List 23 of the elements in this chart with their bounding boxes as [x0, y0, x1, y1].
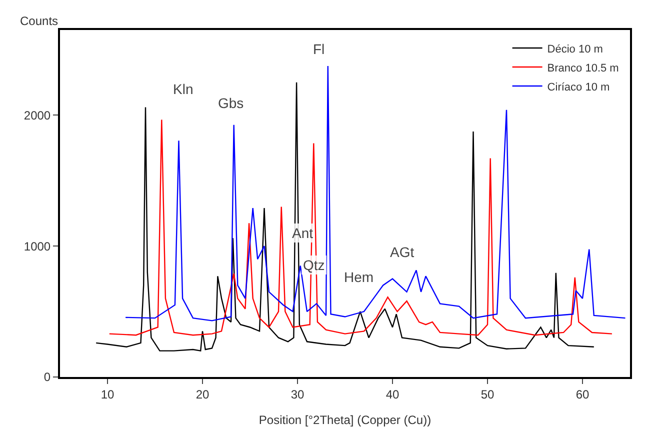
annotation: Gbs	[218, 95, 244, 111]
y-tick-label: 1000	[24, 239, 51, 254]
legend-label: Décio 10 m	[547, 43, 603, 56]
annotation: Fl	[313, 41, 325, 57]
y-tick-label: 2000	[24, 108, 51, 122]
y-tick-label: 0	[44, 370, 51, 384]
x-tick-label: 40	[386, 387, 400, 402]
x-tick-label: 30	[290, 387, 304, 402]
line-series	[108, 119, 613, 336]
x-tick-label: 60	[576, 387, 590, 402]
annotation: AGt	[390, 244, 414, 260]
annotation: Hem	[344, 269, 374, 285]
x-tick-label: 20	[196, 387, 210, 402]
annotation: Ant	[292, 225, 314, 241]
x-axis-title: Position [°2Theta] (Copper (Cu))	[258, 412, 432, 427]
y-axis-title: Counts	[20, 14, 58, 28]
x-tick-label: 50	[480, 387, 494, 402]
annotation: Kln	[173, 81, 194, 97]
line-series	[124, 65, 626, 322]
x-tick-label: 10	[100, 387, 114, 402]
legend-label: Ciríaco 10 m	[547, 81, 610, 94]
annotation: Qtz	[303, 257, 325, 273]
legend-label: Branco 10.5 m	[547, 62, 619, 74]
